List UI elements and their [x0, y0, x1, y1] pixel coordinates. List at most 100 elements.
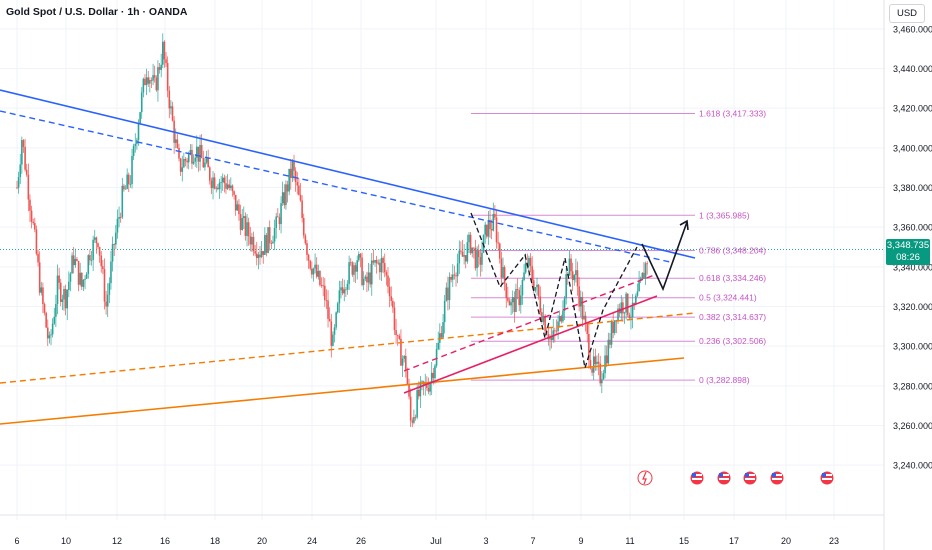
y-tick-label: 3,400.000 — [893, 143, 932, 153]
candle-body — [110, 261, 112, 284]
projection-zigzag — [470, 212, 638, 369]
candle-body — [71, 255, 73, 274]
candle-body — [289, 168, 292, 179]
candle-body — [268, 227, 271, 244]
candle-body — [181, 167, 184, 172]
candle-body — [21, 140, 23, 165]
candle-body — [383, 263, 386, 273]
candle-body — [356, 260, 358, 272]
x-tick-label: 20 — [781, 536, 791, 546]
candle-body — [257, 254, 260, 259]
candle-body — [584, 315, 587, 324]
us-flag-event-icon[interactable] — [819, 470, 835, 486]
candle-body — [487, 219, 490, 237]
currency-button[interactable]: USD — [889, 4, 925, 23]
candle-body — [137, 124, 140, 140]
orange-support-line — [0, 357, 685, 425]
candle-body — [565, 274, 567, 299]
candle-body — [81, 272, 83, 287]
candle-body — [272, 241, 274, 244]
candle-body — [288, 168, 290, 192]
candle-body — [24, 146, 26, 170]
fib-level-label: 0.5 (3,324.441) — [699, 293, 757, 303]
x-tick-label: 6 — [14, 536, 19, 546]
ascending-trendline-dashed — [403, 273, 658, 372]
candle-body — [458, 250, 461, 264]
candle-body — [481, 252, 483, 265]
candle-body — [594, 356, 597, 365]
candle-body — [192, 161, 195, 164]
x-tick-label: 15 — [679, 536, 689, 546]
us-flag-event-icon[interactable] — [742, 470, 758, 486]
candle-body — [215, 187, 218, 189]
y-tick-label: 3,300.000 — [893, 342, 932, 352]
candle-body — [490, 229, 493, 231]
candle-body — [270, 243, 273, 244]
candle-body — [497, 242, 499, 244]
candle-body — [536, 284, 538, 288]
candle-body — [612, 321, 614, 334]
candle-body — [116, 218, 119, 233]
candle-body — [119, 216, 122, 218]
y-tick-label: 3,380.000 — [893, 183, 932, 193]
candle-body — [570, 258, 572, 272]
candle-body — [523, 272, 525, 281]
candle-body — [419, 381, 422, 397]
us-flag-event-icon[interactable] — [716, 470, 732, 486]
candle-body — [59, 282, 62, 302]
candle-body — [390, 296, 393, 301]
candle-body — [324, 285, 326, 301]
candle-body — [586, 323, 589, 335]
us-flag-event-icon[interactable] — [689, 470, 705, 486]
y-tick-label: 3,420.000 — [893, 104, 932, 114]
candle-body — [228, 184, 231, 188]
candle-body — [421, 381, 423, 383]
fib-level-label: 0.236 (3,302.506) — [699, 336, 766, 346]
candle-body — [361, 257, 363, 286]
x-tick-label: 26 — [356, 536, 366, 546]
candle-body — [571, 271, 574, 281]
candle-body — [92, 239, 94, 260]
candle-body — [84, 278, 86, 280]
candle-body — [319, 270, 321, 286]
candle-body — [626, 293, 629, 315]
candle-body — [471, 247, 474, 254]
candle-body — [531, 266, 533, 281]
lightning-event-icon[interactable] — [637, 470, 653, 486]
candle-body — [126, 174, 128, 189]
candle-body — [403, 355, 405, 359]
candle-body — [544, 315, 546, 331]
candle-body — [450, 276, 452, 280]
candle-body — [246, 222, 248, 237]
candle-body — [249, 236, 252, 245]
candle-body — [638, 281, 640, 292]
fib-level-label: 1 (3,365.985) — [699, 210, 750, 220]
candle-body — [353, 265, 355, 275]
candle-body — [37, 253, 39, 263]
candle-body — [306, 243, 308, 255]
drawing-tools — [0, 89, 696, 425]
candle-body — [579, 296, 582, 307]
candle-body — [609, 339, 611, 345]
candle-body — [140, 92, 143, 113]
candle-body — [370, 260, 373, 285]
candle-body — [515, 289, 517, 312]
candle-body — [147, 77, 150, 84]
candle-body — [620, 302, 623, 314]
candle-body — [613, 320, 616, 334]
us-flag-event-icon[interactable] — [769, 470, 785, 486]
candle-body — [77, 260, 80, 285]
candle-body — [244, 216, 247, 237]
candle-body — [537, 284, 540, 297]
candle-body — [502, 267, 504, 278]
candle-body — [591, 368, 593, 373]
bar-countdown: 08:26 — [896, 252, 920, 263]
candle-body — [346, 283, 349, 290]
last-price-value: 3,348.735 — [886, 240, 930, 251]
candle-body — [387, 275, 389, 287]
candle-body — [76, 259, 78, 261]
candle-body — [484, 224, 486, 235]
candle-body — [121, 185, 124, 218]
candle-body — [238, 204, 240, 215]
